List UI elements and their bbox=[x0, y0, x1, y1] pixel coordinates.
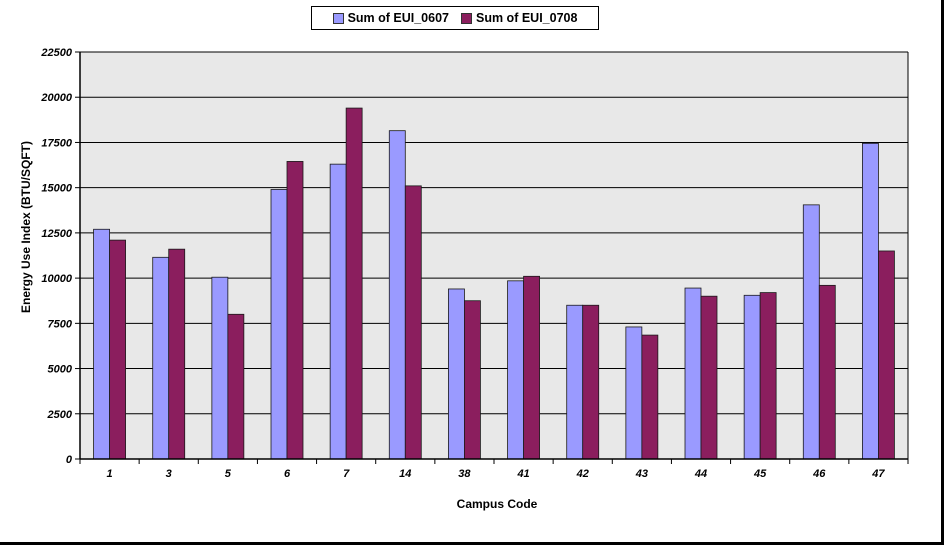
bar-series-1-campus-42 bbox=[566, 304, 584, 460]
x-tick-label: 42 bbox=[576, 468, 589, 480]
bar-series-1-campus-5 bbox=[211, 276, 229, 460]
x-tick-label: 46 bbox=[812, 468, 826, 480]
x-tick-label: 6 bbox=[284, 468, 291, 480]
bar-series-2-campus-42 bbox=[582, 304, 600, 460]
bar-series-2-campus-1 bbox=[109, 239, 126, 460]
legend-item-series-1: Sum of EUI_0607 bbox=[332, 11, 449, 25]
y-tick-label: 17500 bbox=[41, 137, 72, 149]
y-tick-label: 22500 bbox=[40, 47, 72, 59]
x-tick-label: 45 bbox=[753, 468, 767, 480]
bar-series-1-campus-38 bbox=[448, 288, 465, 460]
bar-series-1-campus-7 bbox=[329, 163, 347, 460]
x-tick-label: 7 bbox=[343, 468, 350, 480]
bar-series-2-campus-7 bbox=[345, 107, 363, 460]
bar-series-2-campus-38 bbox=[464, 300, 481, 460]
bar-series-2-campus-5 bbox=[227, 313, 245, 460]
bar-series-1-campus-41 bbox=[507, 280, 524, 460]
bar-series-2-campus-43 bbox=[641, 334, 659, 460]
x-tick-label: 1 bbox=[107, 468, 113, 480]
x-tick-label: 5 bbox=[225, 468, 232, 480]
bar-series-1-campus-1 bbox=[93, 228, 110, 460]
y-tick-label: 7500 bbox=[48, 318, 73, 330]
x-axis-label: Campus Code bbox=[456, 497, 538, 511]
x-tick-label: 43 bbox=[635, 468, 648, 480]
legend-label-series-1: Sum of EUI_0607 bbox=[347, 11, 449, 25]
bar-series-2-campus-6 bbox=[286, 161, 304, 460]
bar-series-1-campus-3 bbox=[152, 256, 170, 460]
plot-area bbox=[80, 52, 908, 459]
bar-series-1-campus-47 bbox=[862, 142, 879, 460]
bar-series-1-campus-14 bbox=[388, 130, 406, 460]
y-tick-label: 5000 bbox=[48, 364, 73, 376]
y-tick-label: 2500 bbox=[47, 409, 73, 421]
x-tick-label: 3 bbox=[166, 468, 172, 480]
x-tick-label: 44 bbox=[694, 468, 707, 480]
y-tick-label: 20000 bbox=[40, 92, 72, 104]
bar-series-2-campus-45 bbox=[759, 292, 777, 460]
legend-label-series-2: Sum of EUI_0708 bbox=[476, 11, 578, 25]
x-tick-label: 41 bbox=[516, 468, 529, 480]
bar-series-2-campus-14 bbox=[404, 185, 422, 460]
bar-series-2-campus-3 bbox=[168, 248, 186, 460]
bar-series-2-campus-46 bbox=[818, 284, 836, 460]
y-tick-label: 12500 bbox=[41, 228, 72, 240]
bar-series-2-campus-47 bbox=[878, 250, 895, 460]
legend-swatch-series-1 bbox=[332, 12, 344, 24]
bar-series-2-campus-44 bbox=[700, 295, 718, 460]
bar-series-1-campus-6 bbox=[270, 189, 288, 460]
x-tick-label: 47 bbox=[871, 468, 885, 480]
bar-series-1-campus-43 bbox=[625, 326, 643, 460]
legend-swatch-series-2 bbox=[461, 12, 472, 24]
bar-series-1-campus-45 bbox=[743, 294, 761, 460]
y-tick-label: 0 bbox=[66, 454, 73, 466]
legend-item-series-2: Sum of EUI_0708 bbox=[461, 11, 577, 25]
legend: Sum of EUI_0607 Sum of EUI_0708 bbox=[311, 6, 599, 30]
y-tick-label: 15000 bbox=[41, 183, 72, 195]
bar-series-1-campus-44 bbox=[684, 287, 702, 460]
y-tick-label: 10000 bbox=[41, 273, 72, 285]
x-tick-label: 38 bbox=[458, 468, 471, 480]
bar-series-1-campus-46 bbox=[802, 204, 820, 460]
bar-series-2-campus-41 bbox=[523, 275, 540, 460]
x-tick-label: 14 bbox=[399, 468, 411, 480]
y-axis-label: Energy Use Index (BTU/SQFT) bbox=[19, 140, 33, 314]
